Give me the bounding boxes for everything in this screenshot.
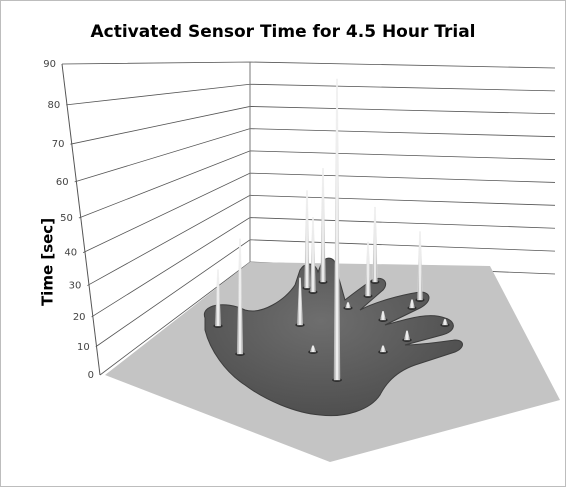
y-tick-label: 90 bbox=[43, 59, 56, 70]
y-tick-label: 40 bbox=[64, 248, 77, 259]
y-axis-label: Time [sec] bbox=[39, 218, 57, 306]
y-tick-label: 10 bbox=[77, 342, 90, 353]
y-tick-label: 20 bbox=[73, 312, 86, 323]
y-tick-label: 80 bbox=[47, 100, 60, 111]
y-tick-label: 0 bbox=[88, 370, 94, 381]
chart: Activated Sensor Time for 4.5 Hour Trial… bbox=[0, 0, 566, 487]
chart-title: Activated Sensor Time for 4.5 Hour Trial bbox=[90, 22, 475, 42]
y-tick-label: 30 bbox=[69, 281, 82, 292]
y-tick-label: 70 bbox=[52, 139, 65, 150]
page: Activated Sensor Time for 4.5 Hour Trial… bbox=[0, 0, 566, 487]
y-tick-label: 50 bbox=[60, 213, 73, 224]
y-tick-label: 60 bbox=[56, 177, 69, 188]
